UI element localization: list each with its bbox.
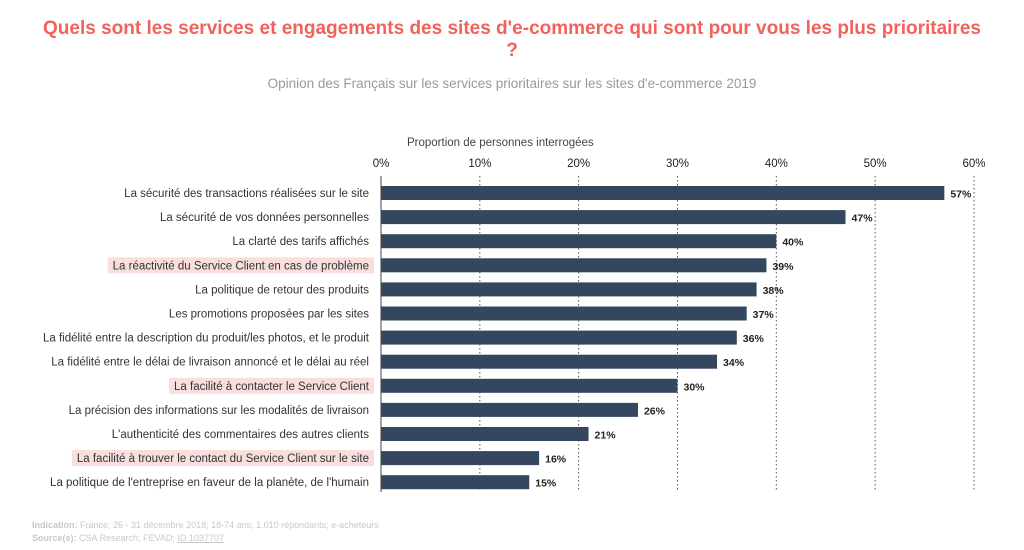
value-label: 15% <box>535 478 557 490</box>
category-label: La fidélité entre la description du prod… <box>43 333 370 345</box>
value-label: 21% <box>595 430 617 442</box>
x-tick-label: 20% <box>567 158 590 170</box>
chart-subtitle: Opinion des Français sur les services pr… <box>267 76 757 91</box>
indication-text: France; 26 - 31 décembre 2018; 18-74 ans… <box>80 520 379 530</box>
x-tick-label: 60% <box>962 158 985 170</box>
category-label: La sécurité des transactions réalisées s… <box>124 188 369 200</box>
category-highlight <box>107 257 374 274</box>
x-tick-label: 10% <box>468 158 491 170</box>
x-tick-label: 30% <box>666 158 689 170</box>
bar <box>381 234 777 249</box>
bar <box>381 354 718 369</box>
x-tick-label: 40% <box>765 158 788 170</box>
value-label: 36% <box>743 333 765 345</box>
bar <box>381 258 767 273</box>
category-highlight <box>71 450 374 467</box>
bar <box>381 402 638 417</box>
footer-indication: Indication: France; 26 - 31 décembre 201… <box>32 519 379 532</box>
x-axis-title: Proportion de personnes interrogées <box>407 137 594 149</box>
indication-label: Indication: <box>32 520 78 530</box>
bar <box>381 475 530 490</box>
value-label: 26% <box>644 405 666 417</box>
bar <box>381 378 678 393</box>
chart-title: Quels sont les services et engagements d… <box>43 18 981 61</box>
value-label: 30% <box>684 381 706 393</box>
value-label: 37% <box>753 309 775 321</box>
category-label: La facilité à contacter le Service Clien… <box>174 381 370 393</box>
bar <box>381 427 589 441</box>
category-label: Les promotions proposées par les sites <box>169 309 369 321</box>
bar <box>381 330 737 345</box>
value-label: 16% <box>545 454 567 466</box>
category-highlight <box>169 377 374 394</box>
category-label: La réactivité du Service Client en cas d… <box>113 260 369 272</box>
bar <box>381 210 846 225</box>
category-label: L'authenticité des commentaires des autr… <box>112 429 369 441</box>
value-label: 39% <box>772 261 794 273</box>
category-label: La précision des informations sur les mo… <box>69 405 369 417</box>
category-label: La sécurité de vos données personnelles <box>160 212 369 224</box>
bar <box>381 282 757 297</box>
source-label: Source(s): <box>32 533 77 543</box>
source-text: CSA Research; FEVAD; <box>79 533 175 543</box>
x-tick-label: 50% <box>864 158 887 170</box>
bar <box>381 451 540 466</box>
category-label: La politique de retour des produits <box>195 284 369 296</box>
category-label: La politique de l'entreprise en faveur d… <box>50 477 369 489</box>
footer-source: Source(s): CSA Research; FEVAD; ID 10377… <box>32 532 224 545</box>
category-label: La facilité à trouver le contact du Serv… <box>77 453 369 465</box>
category-label: La fidélité entre le délai de livraison … <box>51 357 369 369</box>
value-label: 34% <box>723 357 745 369</box>
value-label: 57% <box>950 189 972 201</box>
category-label: La clarté des tarifs affichés <box>232 236 369 248</box>
value-label: 47% <box>852 213 874 225</box>
value-label: 38% <box>763 285 785 297</box>
x-tick-label: 0% <box>373 158 390 170</box>
source-id-link[interactable]: ID 1037707 <box>177 533 224 543</box>
value-label: 40% <box>782 237 804 249</box>
bar <box>381 186 945 200</box>
bar <box>381 306 747 321</box>
